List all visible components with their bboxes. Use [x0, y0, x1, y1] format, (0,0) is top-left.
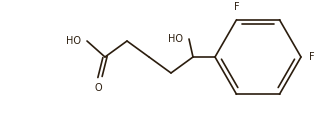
Text: HO: HO [66, 36, 81, 46]
Text: HO: HO [168, 34, 183, 44]
Text: O: O [94, 83, 102, 93]
Text: F: F [309, 52, 315, 62]
Text: F: F [234, 2, 239, 12]
